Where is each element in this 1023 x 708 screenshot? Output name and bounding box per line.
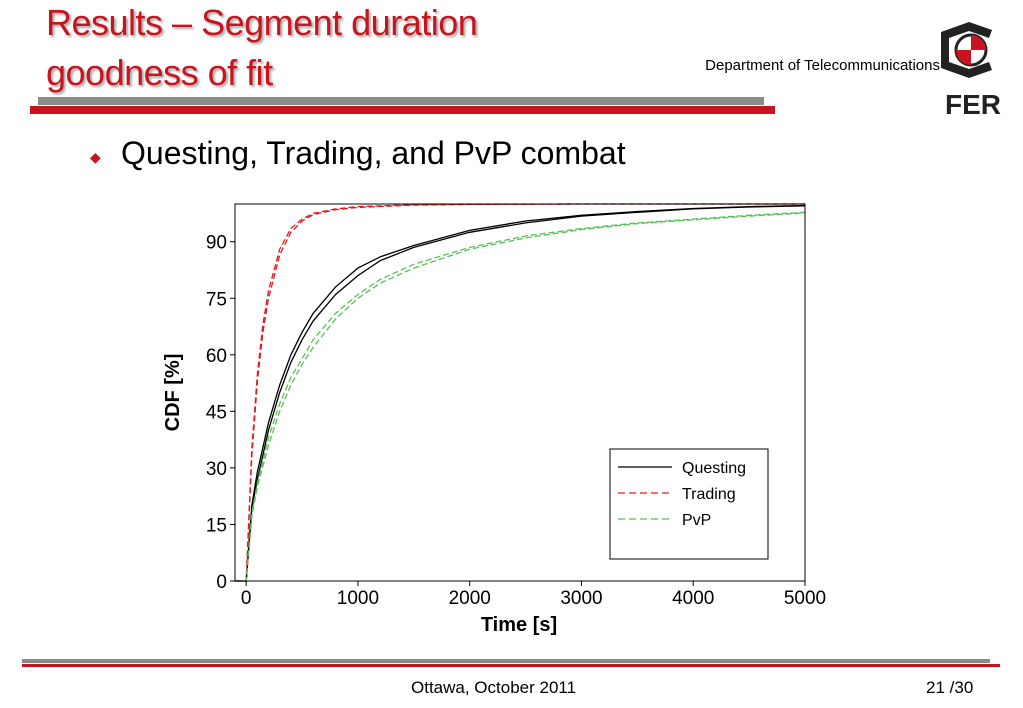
series-line-3 [235, 203, 805, 582]
x-tick-label: 5000 [784, 588, 826, 609]
x-axis-label: Time [s] [481, 614, 557, 636]
slide-title-line1: Results – Segment duration [46, 2, 478, 43]
x-tick-label: 1000 [337, 588, 379, 609]
y-tick-label: 15 [206, 515, 227, 536]
y-tick-label: 45 [206, 402, 227, 423]
x-tick-label: 2000 [449, 588, 491, 609]
y-tick-label: 75 [206, 289, 227, 310]
legend-label-questing: Questing [682, 460, 746, 477]
y-tick-label: 90 [206, 233, 227, 254]
bullet-text: Questing, Trading, and PvP combat [121, 135, 626, 171]
series-line-0 [235, 204, 806, 582]
y-tick-label: 60 [206, 346, 227, 367]
series-line-4 [235, 211, 806, 582]
y-axis-label: CDF [%] [162, 354, 184, 432]
fer-emblem-icon [941, 22, 992, 78]
legend-label-trading: Trading [682, 486, 736, 503]
y-tick-label: 30 [206, 459, 227, 480]
legend-label-pvp: PvP [682, 512, 711, 529]
plot-frame [234, 203, 806, 582]
series-line-5 [235, 212, 806, 582]
x-tick-label: 3000 [560, 588, 602, 609]
footer-rule-gray [22, 659, 990, 663]
cdf-chart-svg: 0 1000 2000 3000 4000 5000 0 15 30 45 60 75 90 Time [… [162, 203, 826, 636]
department-label: Department of Telecommunications [705, 57, 940, 74]
title-rule-gray [38, 97, 764, 105]
cdf-chart: 0 1000 2000 3000 4000 5000 0 15 30 45 60 75 90 Time [… [150, 190, 850, 650]
footer-location-date: Ottawa, October 2011 [411, 678, 577, 697]
page-current: 21 [926, 678, 945, 697]
page-number: 21 /30 [926, 678, 973, 698]
series-line-1 [235, 205, 806, 582]
fer-logo-text: FER [945, 89, 1001, 118]
x-tick-label: 4000 [672, 588, 714, 609]
fer-logo: FER [941, 22, 1001, 118]
page-total: /30 [949, 678, 974, 697]
diamond-bullet-icon: ◆ [90, 149, 101, 165]
y-tick-label: 0 [216, 572, 227, 593]
footer-rule-red [22, 664, 1000, 667]
title-rule-red [30, 106, 775, 114]
x-tick-label: 0 [241, 588, 252, 609]
slide-title-line2: goodness of fit [46, 52, 273, 93]
